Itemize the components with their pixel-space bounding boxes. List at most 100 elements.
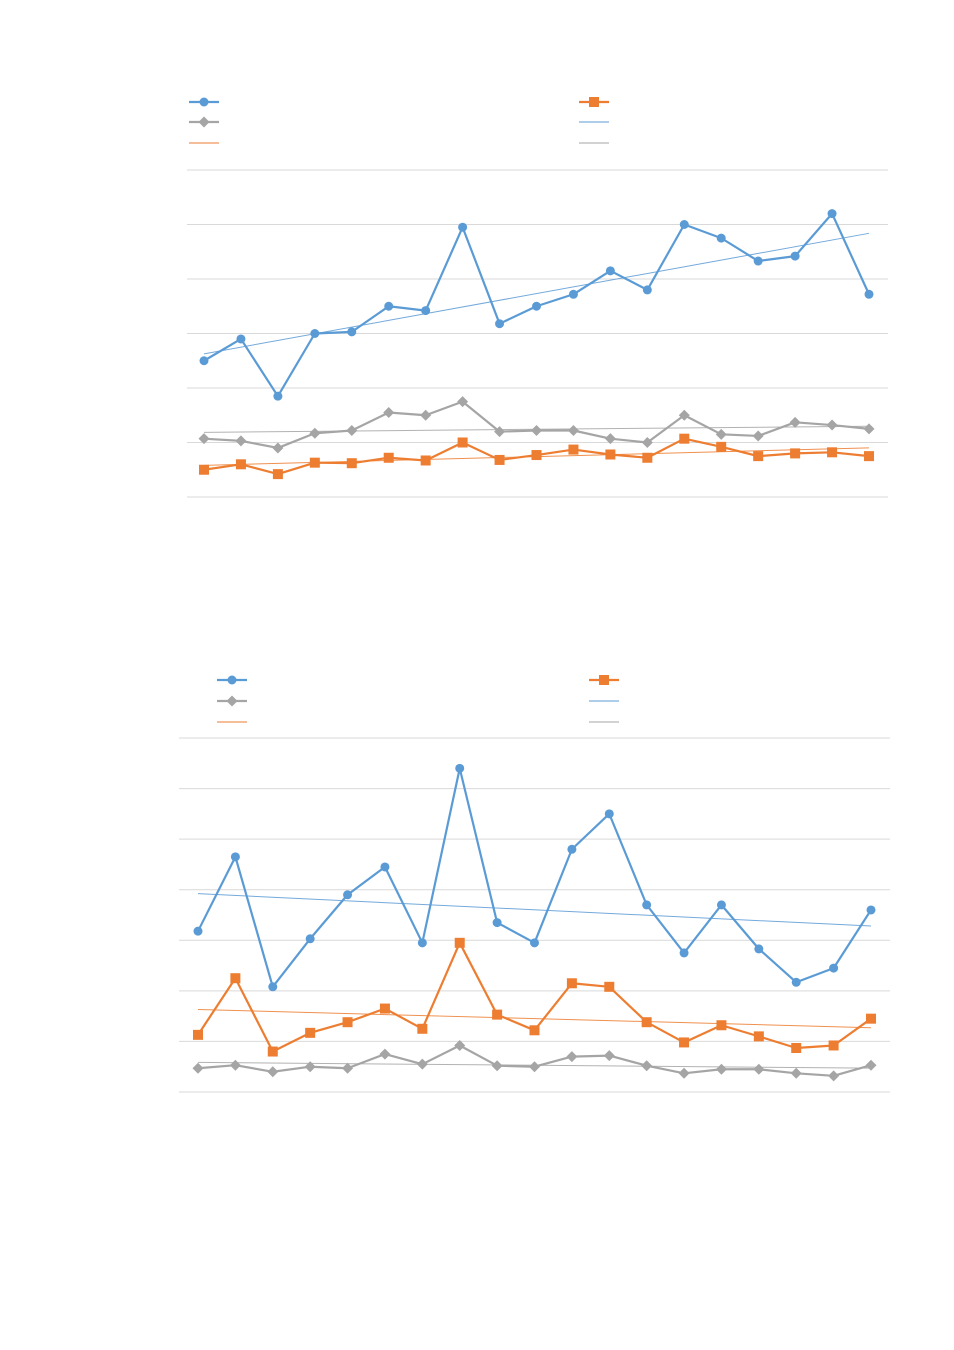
data-point <box>304 1061 316 1073</box>
data-point <box>529 1025 540 1036</box>
data-point <box>494 454 505 465</box>
data-point <box>458 222 468 232</box>
data-point <box>605 449 616 460</box>
series-1 <box>193 763 876 992</box>
data-point <box>754 944 764 954</box>
data-point <box>494 426 506 438</box>
legend <box>189 97 609 144</box>
data-point <box>532 301 541 311</box>
data-point <box>791 977 801 987</box>
data-point <box>230 852 240 862</box>
data-point <box>679 948 689 958</box>
data-point <box>417 1023 428 1034</box>
gridlines <box>179 737 890 1093</box>
data-point <box>457 437 468 448</box>
data-point <box>379 1003 390 1014</box>
data-point <box>454 1039 466 1051</box>
data-point <box>864 451 874 462</box>
data-point <box>193 926 203 936</box>
data-point <box>829 963 839 973</box>
data-point <box>642 452 653 463</box>
data-point <box>421 306 431 316</box>
data-point <box>492 918 502 928</box>
data-point <box>199 356 209 366</box>
data-point <box>715 428 727 440</box>
data-point <box>641 1060 653 1072</box>
data-point <box>604 981 615 992</box>
data-point <box>383 452 394 463</box>
data-point <box>199 464 209 475</box>
data-point <box>604 809 614 819</box>
data-point <box>529 1061 540 1073</box>
data-point <box>828 1040 839 1051</box>
data-point <box>235 459 246 470</box>
data-point <box>716 441 727 452</box>
data-point <box>455 763 465 773</box>
data-point <box>752 430 764 442</box>
data-point <box>272 469 283 480</box>
data-point <box>826 419 838 431</box>
data-point <box>679 433 690 444</box>
data-point <box>753 451 764 462</box>
data-point <box>491 1060 503 1072</box>
data-point <box>531 450 542 461</box>
data-point <box>863 423 875 435</box>
data-point <box>566 978 577 989</box>
data-point <box>420 409 432 421</box>
data-point <box>790 448 801 459</box>
series-line <box>203 400 870 450</box>
legend-marker <box>589 97 599 107</box>
data-point <box>605 266 615 276</box>
legend-marker <box>198 116 210 128</box>
data-point <box>273 391 283 401</box>
data-point <box>342 1017 353 1028</box>
data-point <box>346 458 357 469</box>
data-point <box>268 982 278 992</box>
data-point <box>641 1017 652 1028</box>
data-point <box>566 1051 578 1063</box>
data-point <box>346 425 358 437</box>
data-point <box>457 396 469 408</box>
trendline-series-1 <box>203 232 870 355</box>
data-point <box>678 1067 690 1079</box>
data-point <box>866 1013 876 1024</box>
data-point <box>753 256 763 266</box>
data-point <box>530 938 539 948</box>
data-point <box>679 1037 690 1048</box>
data-point <box>267 1066 279 1078</box>
data-point <box>679 220 689 229</box>
chart-1 <box>187 97 888 498</box>
data-point <box>235 435 247 447</box>
data-point <box>379 1048 391 1060</box>
data-point <box>678 409 690 421</box>
data-point <box>790 1067 802 1079</box>
data-point <box>531 425 542 437</box>
data-point <box>420 455 431 466</box>
series-line <box>197 767 872 988</box>
data-point <box>492 1009 503 1020</box>
data-point <box>229 1059 241 1071</box>
gridlines <box>187 169 888 498</box>
data-point <box>454 937 465 948</box>
series-3 <box>198 396 875 454</box>
data-point <box>790 251 800 261</box>
data-point <box>347 327 357 337</box>
data-point <box>305 1027 316 1038</box>
trendline-series-2 <box>197 1008 872 1029</box>
data-point <box>789 416 801 428</box>
series-2 <box>193 937 876 1057</box>
data-point <box>865 1059 877 1071</box>
data-point <box>642 285 652 295</box>
data-point <box>716 233 726 243</box>
data-point <box>568 289 578 299</box>
data-point <box>192 1062 204 1074</box>
data-point <box>272 442 284 454</box>
data-point <box>380 862 390 872</box>
chart-2 <box>179 675 890 1093</box>
legend <box>217 675 619 723</box>
data-point <box>866 905 876 915</box>
data-point <box>715 1063 727 1075</box>
data-point <box>791 1043 802 1054</box>
data-point <box>236 334 246 344</box>
